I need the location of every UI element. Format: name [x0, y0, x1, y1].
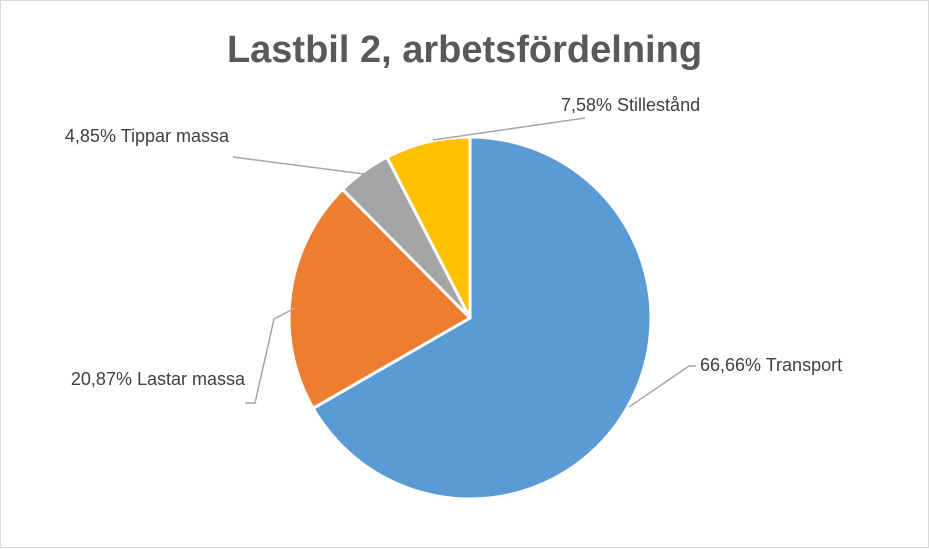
data-label: 66,66% Transport	[700, 355, 842, 375]
leader-line	[432, 117, 586, 141]
leader-line	[232, 156, 365, 175]
data-label: 4,85% Tippar massa	[65, 126, 230, 146]
pie-slice-transport	[311, 135, 653, 501]
pie-slice-stillestånd	[385, 135, 472, 320]
leader-line	[245, 307, 296, 404]
data-label: 20,87% Lastar massa	[71, 369, 246, 389]
data-label: 7,58% Stillestånd	[561, 95, 700, 115]
pie-slice-lastar-massa	[287, 187, 472, 410]
chart-title: Lastbil 2, arbetsfördelning	[226, 29, 703, 71]
leader-line	[628, 365, 696, 408]
